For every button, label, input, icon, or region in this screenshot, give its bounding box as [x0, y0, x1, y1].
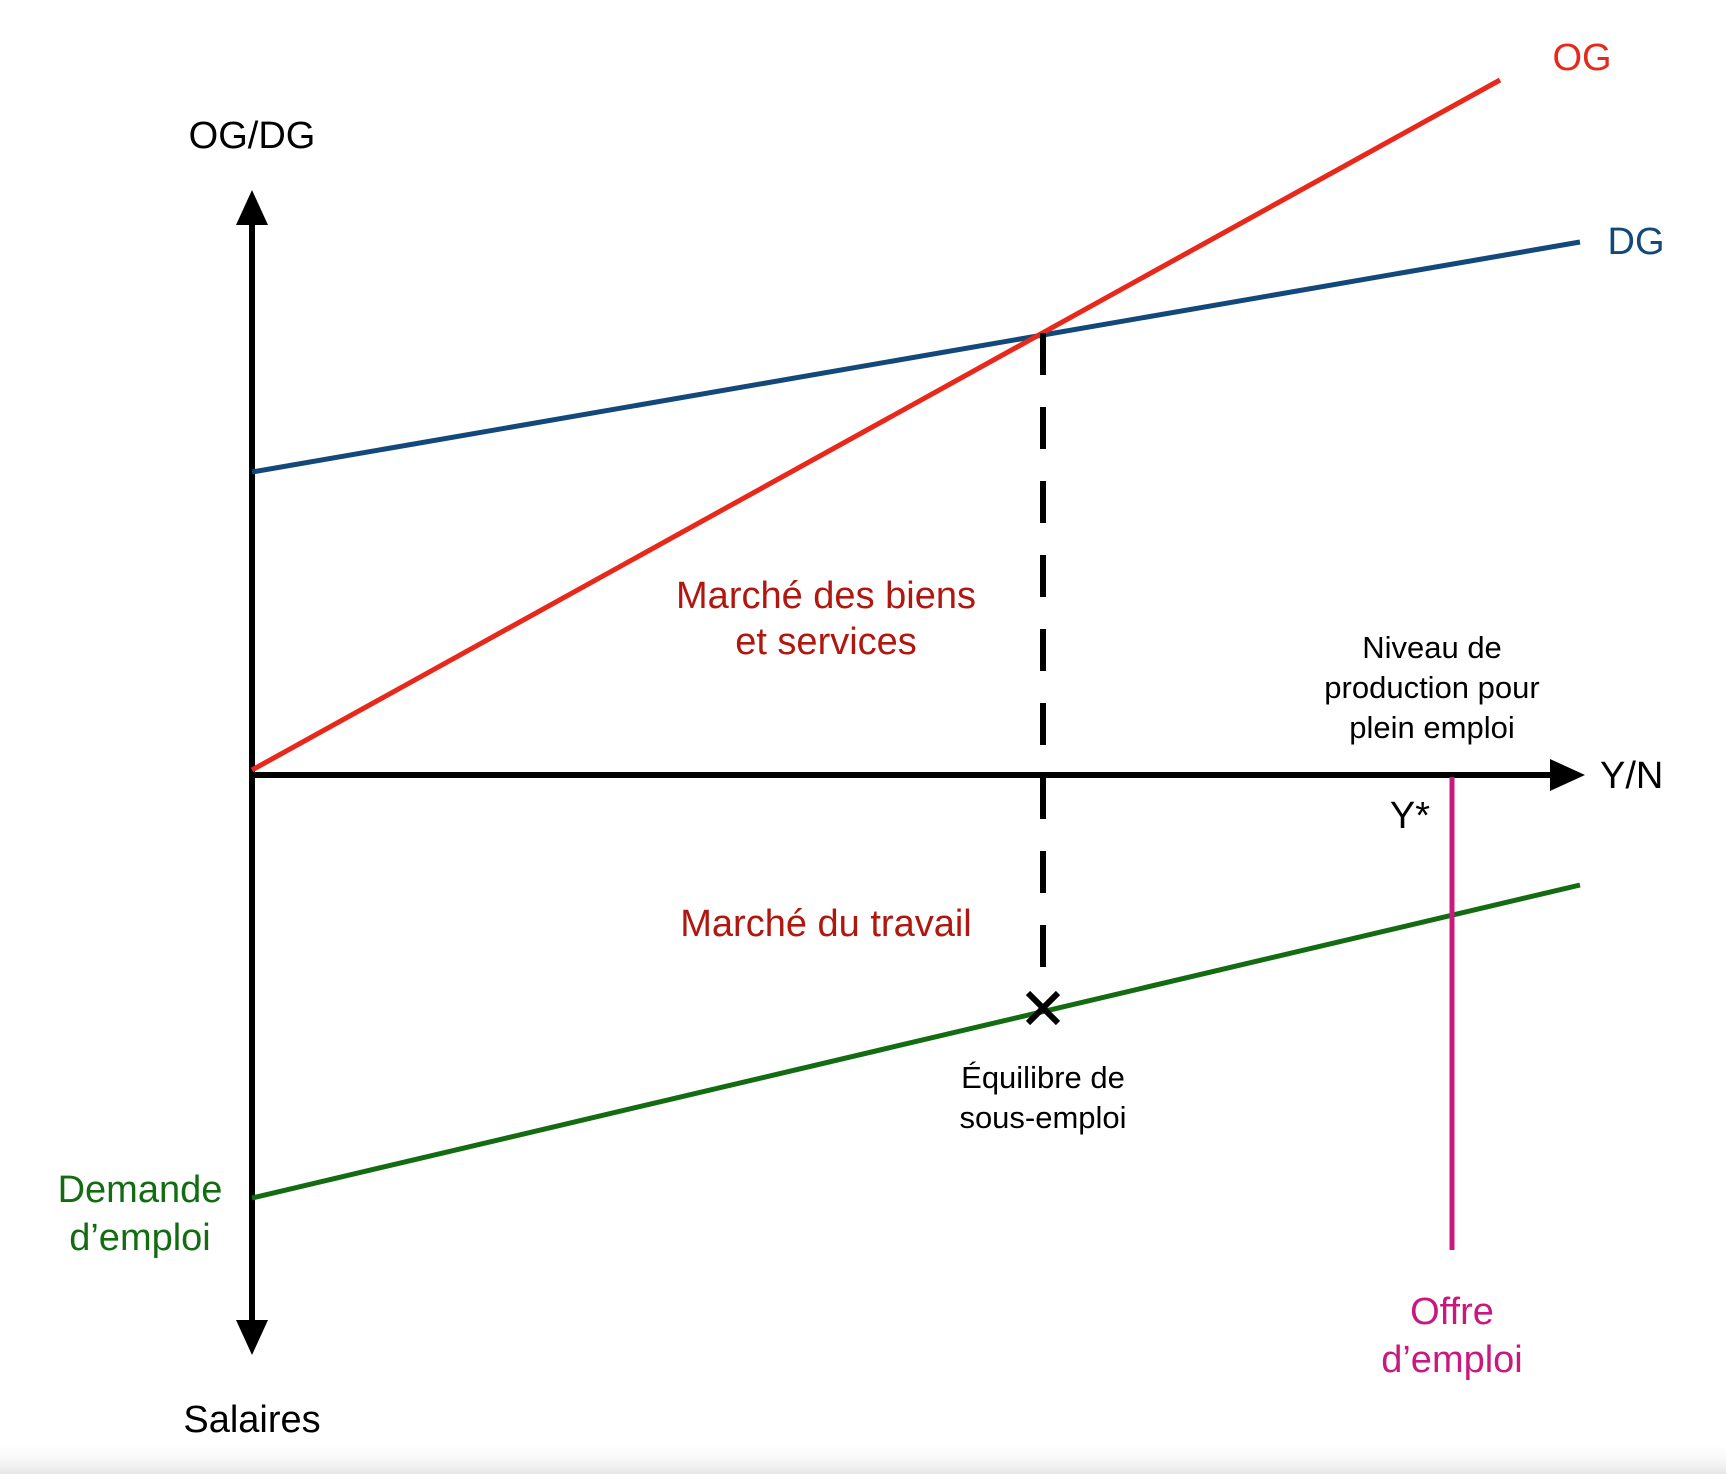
og-line	[250, 77, 1502, 773]
bottom-shade	[0, 1440, 1726, 1474]
goods-market-label-line1: Marché des biens	[676, 575, 976, 617]
horizontal-axis-arrow	[1550, 759, 1585, 791]
axis-label-bottom: Salaires	[183, 1399, 320, 1441]
vertical-axis-arrow-down	[236, 1320, 268, 1355]
vertical-axis-arrow-up	[236, 190, 268, 225]
labor-market-label: Marché du travail	[680, 903, 971, 945]
axis-label-right: Y/N	[1600, 755, 1663, 797]
full-employment-label-line1: Niveau de	[1362, 630, 1502, 665]
dg-line	[251, 239, 1581, 475]
full-employment-label-line3: plein emploi	[1349, 710, 1514, 745]
og-label: OG	[1552, 37, 1611, 79]
labor-demand-line	[251, 882, 1581, 1201]
labor-supply-label-line1: Offre	[1410, 1291, 1494, 1333]
full-employment-label-line2: production pour	[1324, 670, 1539, 705]
labor-supply-label-line2: d’emploi	[1381, 1339, 1523, 1381]
labor-demand-label-line2: d’emploi	[69, 1217, 211, 1259]
equilibrium-cross-icon	[1025, 990, 1061, 1026]
equilibrium-label-line1: Équilibre de	[961, 1060, 1125, 1095]
dg-label: DG	[1608, 221, 1665, 263]
axis-label-top: OG/DG	[189, 115, 316, 157]
labor-demand-label-line1: Demande	[58, 1169, 223, 1211]
goods-market-label-line2: et services	[735, 621, 917, 663]
full-employment-marker: Y*	[1390, 795, 1430, 837]
equilibrium-label-line2: sous-emploi	[959, 1100, 1126, 1135]
